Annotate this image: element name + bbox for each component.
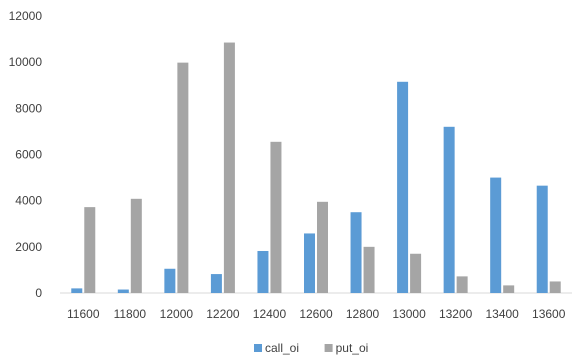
x-tick-label: 12800 xyxy=(346,307,380,321)
bar-call_oi-12000 xyxy=(164,268,176,293)
bar-put_oi-11800 xyxy=(130,198,142,293)
bar-put_oi-12000 xyxy=(177,62,189,294)
bar-series xyxy=(71,42,561,294)
y-tick-label: 12000 xyxy=(9,9,43,23)
x-axis-tick-labels: 11600 11800 12000 12200 12400 12600 12800 13000… xyxy=(67,307,566,321)
x-tick-label: 12400 xyxy=(253,307,287,321)
y-tick-label: 2000 xyxy=(15,240,42,254)
x-tick-label: 13400 xyxy=(485,307,519,321)
bar-call_oi-11600 xyxy=(71,288,83,293)
bar-put_oi-12600 xyxy=(317,201,328,293)
y-tick-label: 0 xyxy=(35,286,42,300)
x-tick-label: 13600 xyxy=(532,307,566,321)
bar-call_oi-12400 xyxy=(257,250,269,293)
bar-put_oi-13200 xyxy=(456,276,468,293)
y-tick-label: 6000 xyxy=(15,148,42,162)
y-axis-tick-labels: 0 2000 4000 6000 8000 10000 12000 xyxy=(9,9,43,300)
legend: call_oi put_oi xyxy=(254,341,368,355)
bar-call_oi-13400 xyxy=(490,177,502,293)
x-tick-label: 11600 xyxy=(67,307,100,321)
legend-label-put_oi: put_oi xyxy=(336,341,369,355)
bar-put_oi-13000 xyxy=(410,253,422,293)
x-tick-label: 13000 xyxy=(392,307,426,321)
bar-call_oi-13600 xyxy=(536,185,548,293)
x-tick-label: 12000 xyxy=(160,307,194,321)
y-tick-label: 8000 xyxy=(15,101,42,115)
y-tick-label: 10000 xyxy=(9,55,43,69)
bar-put_oi-12200 xyxy=(223,42,235,293)
x-tick-label: 11800 xyxy=(114,307,147,321)
x-tick-label: 13200 xyxy=(439,307,473,321)
bar-call_oi-12800 xyxy=(350,212,362,293)
legend-swatch-put_oi xyxy=(324,344,333,352)
x-tick-label: 12200 xyxy=(206,307,240,321)
bar-put_oi-13600 xyxy=(549,281,561,293)
legend-swatch-call_oi xyxy=(254,344,262,352)
y-tick-label: 4000 xyxy=(15,194,42,208)
legend-label-call_oi: call_oi xyxy=(265,341,299,355)
bar-call_oi-13000 xyxy=(397,81,409,293)
bar-call_oi-12600 xyxy=(304,233,315,293)
bar-put_oi-12800 xyxy=(363,246,375,293)
bar-call_oi-11800 xyxy=(117,289,129,293)
bar-call_oi-13200 xyxy=(443,126,455,293)
x-tick-label: 12600 xyxy=(299,307,333,321)
bar-put_oi-13400 xyxy=(503,285,515,293)
bar-call_oi-12200 xyxy=(210,274,222,293)
bar-put_oi-11600 xyxy=(84,207,96,293)
bar-put_oi-12400 xyxy=(270,141,282,293)
